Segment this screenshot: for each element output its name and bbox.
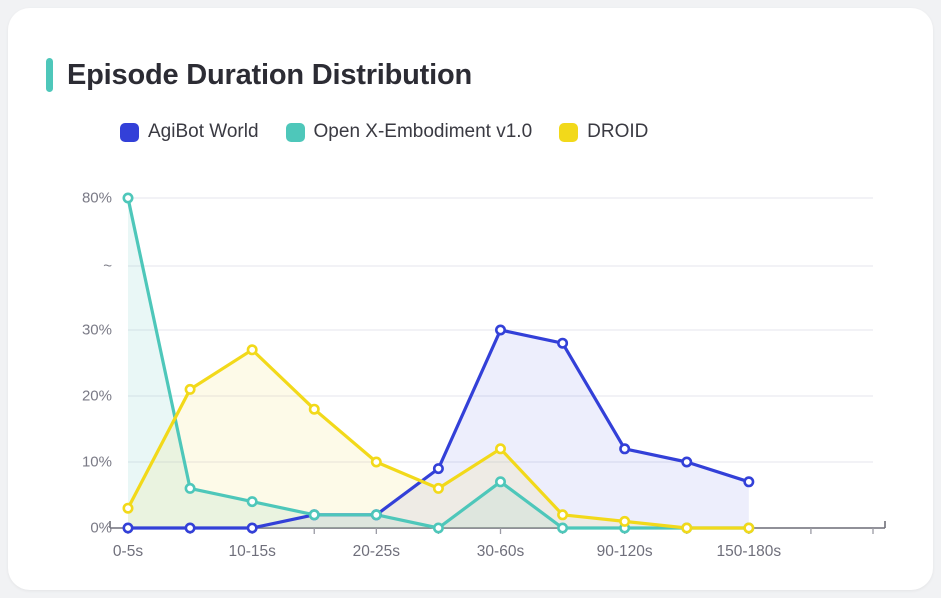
- data-point[interactable]: [246, 496, 258, 508]
- data-point[interactable]: [681, 522, 693, 534]
- data-point[interactable]: [557, 337, 569, 349]
- y-axis-tick-label: 80%: [81, 189, 112, 207]
- data-point[interactable]: [370, 509, 382, 521]
- x-axis-tick-label: 30-60s: [476, 543, 525, 560]
- x-axis-tick-label: 20-25s: [352, 543, 401, 560]
- y-axis-tick-label: ~: [103, 257, 112, 275]
- x-axis-tick-label: 90-120s: [596, 543, 653, 560]
- chart-svg: [109, 192, 886, 534]
- legend-item-open-x-embodiment[interactable]: Open X-Embodiment v1.0: [285, 121, 533, 143]
- y-axis-tick-label: 0%: [90, 519, 112, 537]
- title-accent-bar: [46, 58, 53, 92]
- data-point[interactable]: [619, 515, 631, 527]
- data-point[interactable]: [246, 344, 258, 356]
- data-point[interactable]: [122, 502, 134, 514]
- page-title: Episode Duration Distribution: [67, 58, 473, 91]
- data-point[interactable]: [494, 476, 506, 488]
- title-row: Episode Duration Distribution: [46, 58, 472, 92]
- data-point[interactable]: [557, 522, 569, 534]
- data-point[interactable]: [494, 443, 506, 455]
- plot-area: 0% 10% 20% 30% ~80% 0-5s 10-15s 20-25s 30-60s 90-…: [8, 8, 933, 590]
- data-point[interactable]: [184, 482, 196, 494]
- data-point[interactable]: [557, 509, 569, 521]
- data-point[interactable]: [619, 443, 631, 455]
- x-axis-tick-label: 0-5s: [112, 543, 144, 560]
- y-axis-tick-label: 10%: [81, 453, 112, 471]
- chart-card: Episode Duration Distribution AgiBot Wor…: [8, 8, 933, 590]
- data-point[interactable]: [184, 383, 196, 395]
- y-axis-tick-label: 20%: [81, 387, 112, 405]
- data-point[interactable]: [370, 456, 382, 468]
- data-point[interactable]: [494, 324, 506, 336]
- chart-legend: AgiBot World Open X-Embodiment v1.0 DROI…: [120, 121, 675, 143]
- legend-label-agibot-world: AgiBot World: [148, 121, 259, 142]
- legend-label-droid: DROID: [587, 121, 649, 142]
- legend-label-open-x-embodiment: Open X-Embodiment v1.0: [313, 121, 533, 142]
- data-point[interactable]: [308, 509, 320, 521]
- series-area-2: [128, 349, 749, 528]
- legend-item-droid[interactable]: DROID: [559, 121, 648, 143]
- data-point[interactable]: [246, 522, 258, 534]
- data-point[interactable]: [743, 476, 755, 488]
- data-point[interactable]: [432, 463, 444, 475]
- series-area-0: [128, 330, 749, 528]
- legend-item-agibot-world[interactable]: AgiBot World: [120, 121, 259, 143]
- x-axis-tick-label: 150-180s: [716, 543, 782, 560]
- series-area-1: [128, 198, 749, 528]
- data-point[interactable]: [184, 522, 196, 534]
- data-point[interactable]: [681, 456, 693, 468]
- data-point[interactable]: [432, 522, 444, 534]
- data-point[interactable]: [743, 522, 755, 534]
- x-axis-tick-label: 10-15s: [228, 543, 276, 560]
- y-axis-tick-label: 30%: [81, 321, 112, 339]
- legend-swatch-open-x-embodiment: [285, 122, 305, 142]
- data-point[interactable]: [308, 403, 320, 415]
- data-point[interactable]: [432, 482, 444, 494]
- legend-swatch-agibot-world: [120, 122, 139, 142]
- data-point[interactable]: [122, 192, 134, 204]
- data-point[interactable]: [122, 522, 134, 534]
- legend-swatch-droid: [559, 122, 579, 142]
